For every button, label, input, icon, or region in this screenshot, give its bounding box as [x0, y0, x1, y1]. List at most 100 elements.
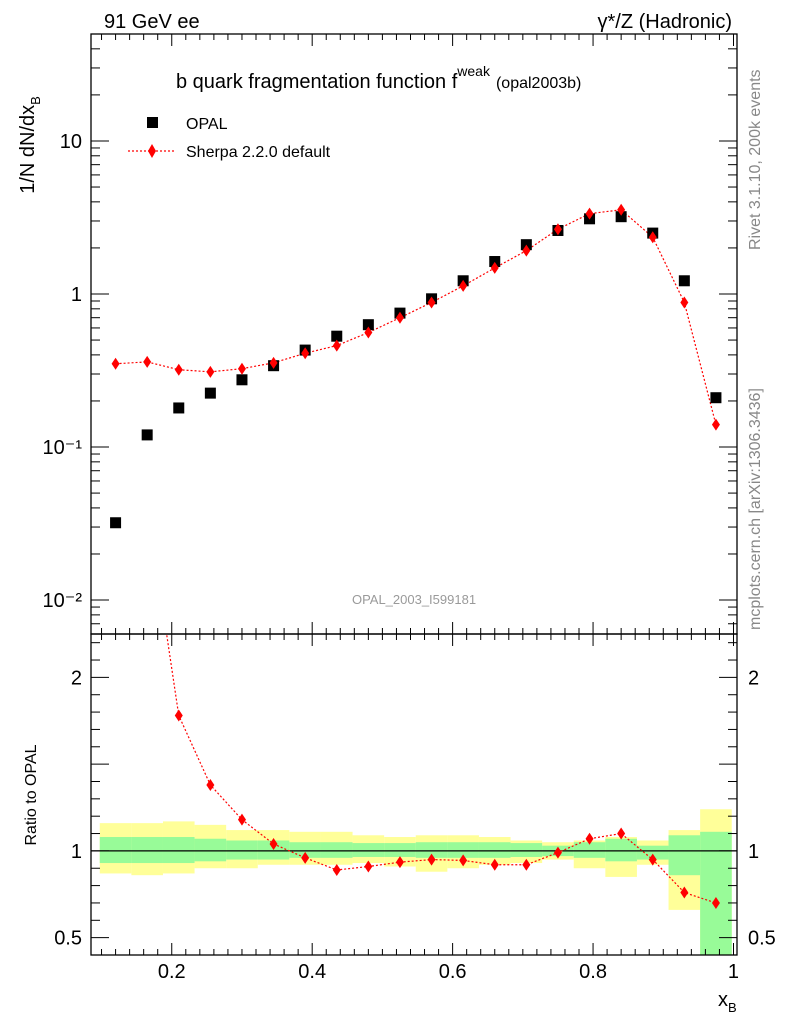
ratio-y-tick-label-left: 0.5: [54, 928, 82, 950]
opal-point: [362, 319, 374, 331]
ratio-point: [269, 837, 278, 850]
ratio-band-inner: [573, 842, 606, 858]
ratio-band-inner: [352, 843, 385, 857]
main-plot: 10 1 10⁻¹ 10⁻²: [43, 33, 738, 635]
sherpa-point: [237, 362, 246, 375]
side-label-rivet: Rivet 3.1.10, 200k events: [747, 69, 764, 250]
opal-point: [141, 429, 153, 441]
ratio-point: [711, 896, 720, 909]
ratio-point: [427, 853, 436, 866]
ratio-point: [617, 827, 626, 840]
ratio-point: [364, 860, 373, 873]
ratio-point: [301, 851, 310, 864]
ratio-point: [522, 858, 531, 871]
analysis-watermark: OPAL_2003_I599181: [352, 592, 476, 607]
opal-point: [204, 387, 216, 399]
ratio-band-inner: [162, 837, 195, 864]
legend-sherpa-label: Sherpa 2.2.0 default: [186, 144, 331, 161]
sherpa-point: [174, 363, 183, 376]
sherpa-point: [680, 296, 689, 309]
ratio-point: [332, 863, 341, 876]
ratio-point: [553, 846, 562, 859]
sherpa-point: [522, 244, 531, 257]
sherpa-point: [427, 296, 436, 309]
ratio-point: [395, 856, 404, 869]
ratio-point: [174, 709, 183, 722]
ratio-band-inner: [99, 837, 132, 864]
sherpa-point: [459, 279, 468, 292]
x-axis-label: xB: [718, 989, 737, 1015]
ratio-band-inner: [636, 845, 669, 860]
opal-point: [331, 330, 343, 342]
opal-point: [110, 517, 122, 529]
sherpa-point: [111, 357, 120, 370]
ratio-y-tick-label-left: 2: [71, 667, 82, 689]
header-right: γ*/Z (Hadronic): [598, 11, 732, 33]
opal-point: [615, 211, 627, 223]
ratio-band-inner: [478, 842, 511, 858]
x-tick-label: 0.8: [579, 961, 607, 983]
legend-sherpa-marker: [148, 144, 156, 158]
ratio-y-tick-label-right: 1: [748, 841, 759, 863]
chart-title: b quark fragmentation function fweak (opa…: [176, 63, 581, 93]
ratio-band-inner: [447, 842, 479, 858]
y-axis-label-main: 1/N dN/dx: [17, 105, 39, 194]
ratio-band-inner: [131, 837, 163, 864]
y-tick-label: 10⁻¹: [43, 437, 83, 459]
sherpa-line: [115, 209, 717, 425]
ratio-band-inner: [668, 835, 701, 876]
ratio-band-inner: [257, 840, 290, 860]
ratio-band-inner: [605, 838, 637, 862]
ratio-band-inner: [510, 843, 543, 857]
opal-point: [710, 392, 722, 404]
ratio-series: [165, 634, 720, 909]
x-tick-label: 0.6: [439, 961, 467, 983]
ratio-band-inner: [700, 831, 732, 955]
sherpa-point: [332, 339, 341, 352]
ratio-point: [459, 854, 468, 867]
ratio-y-tick-label-left: 1: [71, 841, 82, 863]
sherpa-point: [585, 207, 594, 220]
sherpa-point: [364, 326, 373, 339]
side-label-mcplots: mcplots.cern.ch [arXiv:1306.3436]: [747, 388, 764, 630]
chart-title-sup: weak: [456, 63, 491, 79]
y-tick-label: 10: [60, 131, 82, 153]
chart-title-suffix: (opal2003b): [496, 75, 581, 92]
x-tick-label: 1: [728, 961, 739, 983]
ratio-band-inner: [384, 843, 416, 857]
opal-point: [173, 402, 185, 414]
header-left: 91 GeV ee: [104, 11, 200, 33]
ratio-point: [648, 853, 657, 866]
ratio-band-inner: [320, 842, 353, 858]
ratio-point: [490, 858, 499, 871]
opal-point: [678, 275, 690, 287]
sherpa-point: [617, 203, 626, 216]
sherpa-point: [143, 355, 152, 368]
sherpa-point: [490, 261, 499, 274]
legend: OPAL Sherpa 2.2.0 default: [128, 116, 331, 161]
legend-opal-marker: [147, 117, 158, 128]
opal-point: [489, 256, 501, 268]
ratio-axis-label: Ratio to OPAL: [23, 744, 40, 845]
sherpa-point: [648, 231, 657, 244]
x-tick-label: 0.4: [298, 961, 326, 983]
sherpa-point: [269, 356, 278, 369]
x-axis-label-sub: B: [728, 1000, 737, 1015]
ratio-band-inner: [194, 838, 227, 862]
x-tick-label: 0.2: [158, 961, 186, 983]
ratio-band-inner: [415, 842, 448, 858]
ratio-y-tick-label-right: 2: [748, 667, 759, 689]
x-axis-label-main: x: [718, 989, 728, 1011]
ratio-point: [680, 886, 689, 899]
sherpa-point: [395, 311, 404, 324]
y-axis-label: 1/N dN/dxB: [17, 96, 43, 194]
ratio-line: [165, 634, 717, 904]
chart-title-main: b quark fragmentation function f: [176, 71, 458, 93]
ratio-plot: 0.2 0.4 0.6 0.8 1 2 2 1 1 0.5 0.5: [54, 633, 776, 983]
ratio-point: [206, 778, 215, 791]
ratio-band-inner: [226, 840, 258, 860]
y-tick-label: 1: [71, 284, 82, 306]
sherpa-point: [553, 223, 562, 236]
sherpa-point: [206, 365, 215, 378]
